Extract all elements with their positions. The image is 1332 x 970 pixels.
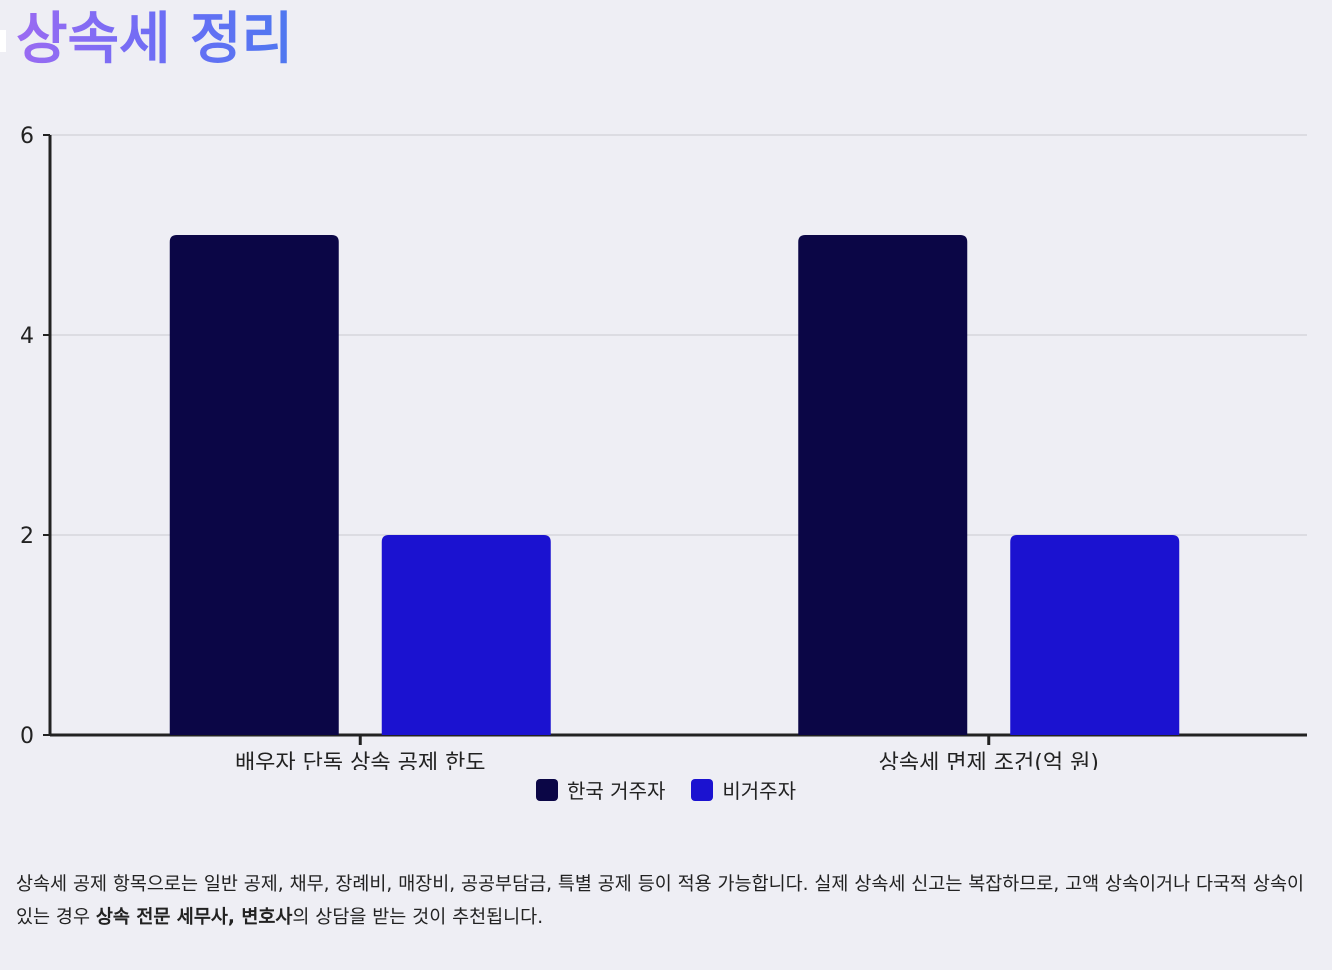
legend-swatch [536,778,559,801]
legend-swatch [691,778,714,801]
footnote-part-1: 상속세 공제 항목으로는 일반 공제, 채무, 장례비, 매장비, 공공부담금,… [16,874,1304,928]
footnote-part-2: 의 상담을 받는 것이 추천됩니다. [292,907,544,928]
legend-label: 한국 거주자 [567,779,666,803]
bar-chart: 0 2 4 6 배우자 단독 상속 공제 한도 상속세 면제 조건(억 원) [20,124,1307,770]
bar [798,235,968,735]
page-title: 상속세 정리 [16,2,293,78]
legend-item[interactable]: 한국 거주자 [536,775,665,804]
bar [381,535,551,735]
chart-legend: 한국 거주자 비거주자 [0,775,1332,804]
footnote-text: 상속세 공제 항목으로는 일반 공제, 채무, 장례비, 매장비, 공공부담금,… [16,868,1312,934]
bar [1010,535,1180,735]
x-tick-label: 배우자 단독 상속 공제 한도 [235,751,486,770]
legend-label: 비거주자 [722,779,796,803]
x-tick-label: 상속세 면제 조건(억 원) [879,751,1099,770]
legend-item[interactable]: 비거주자 [691,775,796,804]
footnote-bold: 상속 전문 세무사, 변호사 [95,907,293,928]
y-tick-label: 2 [20,524,34,549]
bar [169,235,339,735]
y-tick-label: 4 [20,324,34,349]
y-tick-label: 6 [20,124,34,149]
title-marker [0,30,6,52]
y-tick-label: 0 [20,724,34,749]
